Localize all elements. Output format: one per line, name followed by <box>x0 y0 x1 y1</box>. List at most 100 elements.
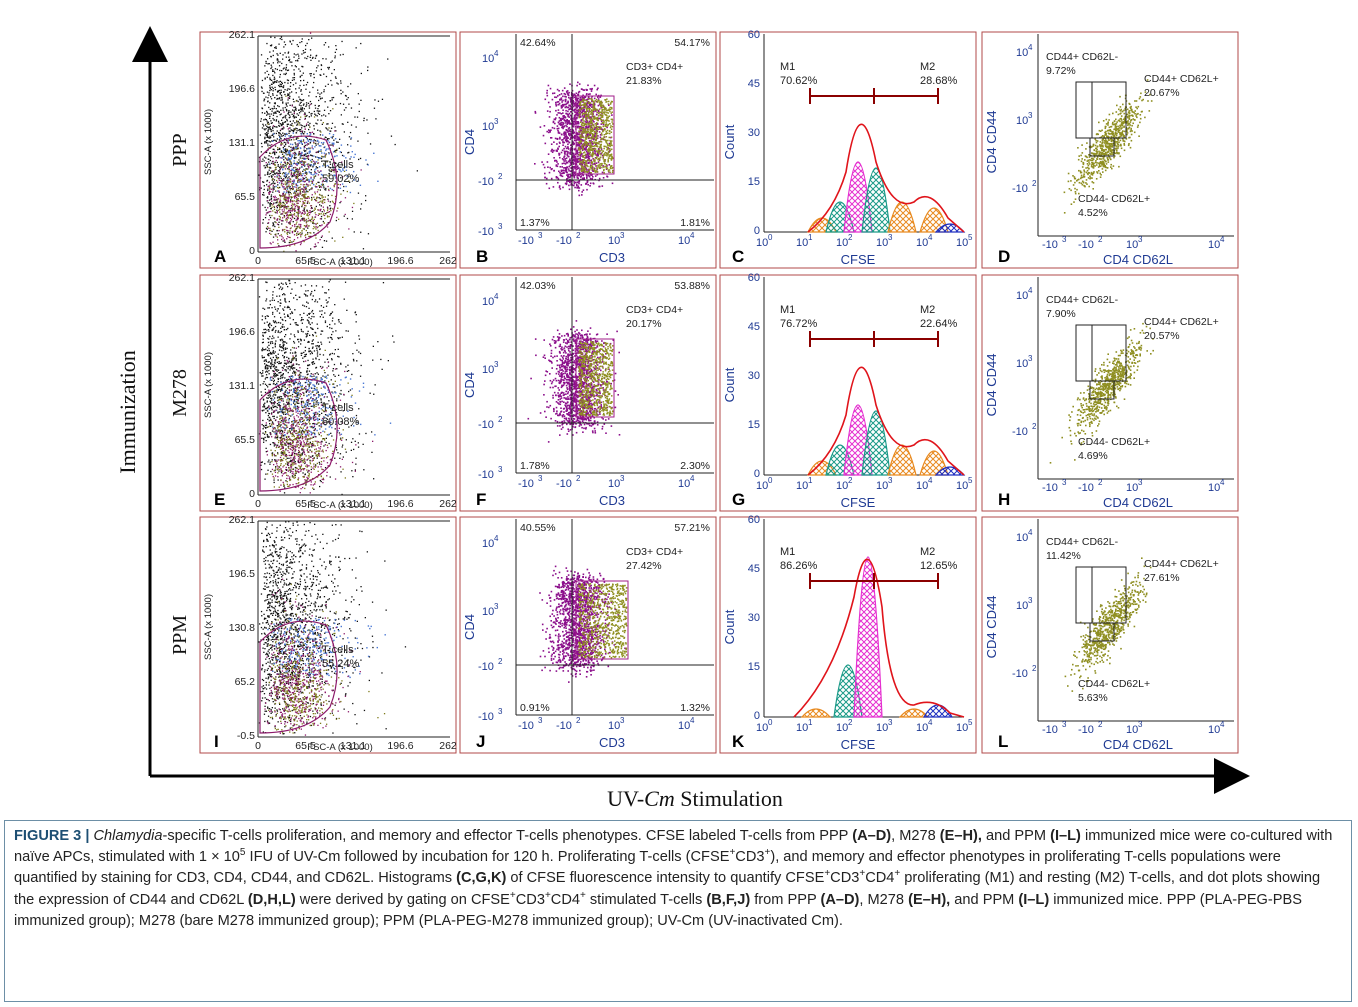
dot <box>266 209 267 210</box>
dot <box>317 65 318 66</box>
dot <box>290 208 291 209</box>
dot <box>289 158 290 159</box>
dot <box>282 54 283 55</box>
dot <box>292 225 293 226</box>
dot <box>325 58 326 59</box>
dot <box>291 193 292 194</box>
dot <box>373 153 374 154</box>
dot <box>264 65 265 66</box>
dot <box>287 79 288 80</box>
dot <box>350 83 351 84</box>
dot <box>327 207 328 208</box>
dot <box>280 173 281 174</box>
dot <box>301 216 302 217</box>
dot <box>281 234 282 235</box>
dot <box>346 95 347 96</box>
dot <box>309 210 310 211</box>
dot <box>267 77 268 78</box>
dot <box>339 148 340 149</box>
dot <box>272 204 273 205</box>
dot <box>374 99 375 100</box>
dot <box>296 197 297 198</box>
dot <box>292 125 293 126</box>
dot <box>289 195 290 196</box>
dot <box>288 57 289 58</box>
dot <box>339 139 340 140</box>
dot <box>310 177 311 178</box>
dot <box>310 248 311 249</box>
dot <box>280 167 281 168</box>
dot <box>278 204 279 205</box>
dot <box>305 188 306 189</box>
dot <box>266 126 267 127</box>
dot <box>261 118 262 119</box>
dot <box>292 181 293 182</box>
dot <box>307 56 308 57</box>
dot <box>305 234 306 235</box>
dot <box>277 55 278 56</box>
dot <box>303 99 304 100</box>
dot <box>301 213 302 214</box>
dot <box>294 198 295 199</box>
dot <box>298 55 299 56</box>
dot <box>325 101 326 102</box>
dot <box>345 186 346 187</box>
dot <box>268 129 269 130</box>
dot <box>305 145 306 146</box>
dot <box>291 123 292 124</box>
dot <box>288 112 289 113</box>
dot <box>329 145 330 146</box>
dot <box>327 216 328 217</box>
dot <box>287 189 288 190</box>
dot <box>279 151 280 152</box>
dot <box>334 240 335 241</box>
dot <box>348 228 349 229</box>
dot <box>306 191 307 192</box>
dot <box>279 180 280 181</box>
dot <box>300 191 301 192</box>
dot <box>265 231 266 232</box>
dot <box>285 107 286 108</box>
dot <box>309 105 310 106</box>
dot <box>300 105 301 106</box>
dot <box>318 152 319 153</box>
dot <box>336 220 337 221</box>
dot <box>305 137 306 138</box>
dot <box>275 81 276 82</box>
dot <box>296 216 297 217</box>
dot <box>335 76 336 77</box>
dot <box>303 218 304 219</box>
dot <box>273 217 274 218</box>
x-axis-title: UV-Cm Stimulation <box>607 786 783 811</box>
dot <box>361 73 362 74</box>
dot <box>293 149 294 150</box>
dot <box>364 118 365 119</box>
dot <box>302 175 303 176</box>
dot <box>264 105 265 106</box>
dot <box>290 189 291 190</box>
dot <box>313 155 314 156</box>
dot <box>282 169 283 170</box>
dot <box>283 198 284 199</box>
dot <box>296 121 297 122</box>
dot <box>333 145 334 146</box>
dot <box>304 108 305 109</box>
dot <box>267 172 268 173</box>
dot <box>321 92 322 93</box>
dot <box>273 185 274 186</box>
dot <box>280 200 281 201</box>
dot <box>261 188 262 189</box>
dot <box>374 108 375 109</box>
dot <box>332 108 333 109</box>
dot <box>271 215 272 216</box>
dot <box>298 96 299 97</box>
dot <box>285 148 286 149</box>
dot <box>284 209 285 210</box>
dot <box>285 157 286 158</box>
dot <box>277 62 278 63</box>
dot <box>273 90 274 91</box>
dot <box>337 142 338 143</box>
dot <box>304 184 305 185</box>
dot <box>315 244 316 245</box>
dot <box>287 120 288 121</box>
